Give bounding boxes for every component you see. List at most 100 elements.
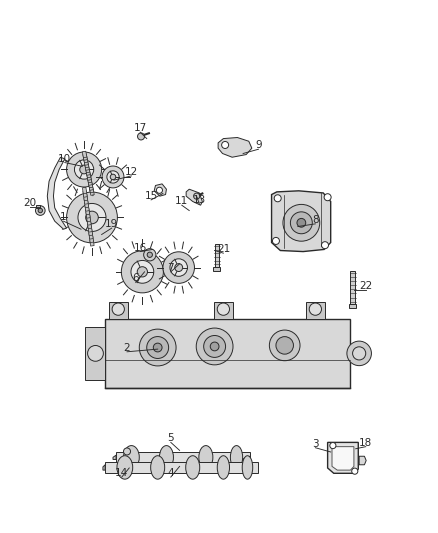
Circle shape	[269, 330, 300, 361]
Polygon shape	[328, 442, 358, 473]
Text: 18: 18	[359, 438, 372, 448]
Circle shape	[147, 252, 152, 257]
Text: 17: 17	[134, 123, 147, 133]
Text: 13: 13	[193, 195, 206, 205]
Circle shape	[38, 208, 42, 213]
Circle shape	[290, 212, 312, 234]
Polygon shape	[86, 212, 90, 218]
Text: 4: 4	[167, 468, 174, 478]
Text: 16: 16	[134, 243, 147, 253]
Circle shape	[347, 341, 371, 366]
Polygon shape	[154, 184, 166, 196]
Polygon shape	[186, 189, 202, 205]
Text: 10: 10	[58, 154, 71, 164]
Polygon shape	[243, 456, 250, 461]
Polygon shape	[213, 266, 220, 271]
Circle shape	[330, 442, 336, 449]
Polygon shape	[88, 225, 92, 232]
Circle shape	[112, 303, 124, 316]
Text: 3: 3	[312, 439, 319, 449]
Text: 19: 19	[105, 219, 118, 229]
Circle shape	[80, 165, 88, 174]
Polygon shape	[87, 222, 92, 229]
Text: 7: 7	[167, 263, 174, 273]
Polygon shape	[89, 184, 93, 190]
Polygon shape	[350, 271, 355, 304]
Text: 12: 12	[125, 167, 138, 177]
Polygon shape	[116, 452, 250, 463]
Circle shape	[170, 259, 187, 276]
Polygon shape	[85, 166, 90, 173]
Text: 14: 14	[115, 468, 128, 478]
Text: 15: 15	[145, 191, 158, 201]
Polygon shape	[90, 189, 94, 195]
Polygon shape	[332, 447, 354, 470]
Circle shape	[276, 337, 293, 354]
Circle shape	[309, 303, 321, 316]
Polygon shape	[105, 319, 350, 388]
Circle shape	[153, 343, 162, 352]
Polygon shape	[84, 198, 88, 204]
Circle shape	[324, 193, 331, 201]
Ellipse shape	[159, 446, 173, 469]
Ellipse shape	[230, 446, 243, 469]
Circle shape	[194, 193, 200, 199]
Polygon shape	[83, 154, 87, 160]
Circle shape	[35, 206, 45, 215]
Circle shape	[204, 335, 226, 358]
Polygon shape	[87, 219, 91, 225]
Circle shape	[175, 264, 183, 271]
Polygon shape	[84, 159, 88, 165]
Polygon shape	[82, 151, 87, 158]
Polygon shape	[88, 179, 92, 185]
Circle shape	[283, 204, 320, 241]
Polygon shape	[86, 171, 91, 178]
Polygon shape	[85, 164, 89, 170]
Text: 5: 5	[167, 433, 174, 443]
Circle shape	[78, 204, 106, 231]
Circle shape	[86, 211, 98, 224]
Polygon shape	[89, 236, 94, 243]
Circle shape	[210, 342, 219, 351]
Text: 11: 11	[175, 196, 188, 206]
Polygon shape	[89, 186, 94, 193]
Polygon shape	[86, 215, 91, 222]
Polygon shape	[88, 181, 93, 188]
Polygon shape	[306, 302, 325, 319]
Polygon shape	[83, 191, 87, 197]
Circle shape	[67, 192, 117, 243]
Circle shape	[138, 133, 145, 140]
Polygon shape	[84, 161, 89, 168]
Circle shape	[147, 336, 169, 359]
Circle shape	[297, 219, 306, 227]
Circle shape	[352, 468, 358, 474]
Polygon shape	[109, 302, 128, 319]
Polygon shape	[103, 465, 105, 470]
Polygon shape	[85, 201, 89, 208]
Circle shape	[163, 252, 194, 284]
Polygon shape	[86, 169, 90, 175]
Circle shape	[107, 171, 119, 183]
Text: 6: 6	[132, 273, 139, 284]
Polygon shape	[85, 327, 105, 380]
Circle shape	[353, 347, 366, 360]
Polygon shape	[215, 244, 219, 266]
Ellipse shape	[199, 446, 213, 469]
Polygon shape	[47, 157, 67, 229]
Circle shape	[102, 166, 124, 188]
Circle shape	[272, 237, 279, 245]
Text: 1: 1	[60, 212, 67, 222]
Polygon shape	[88, 229, 93, 236]
Polygon shape	[85, 208, 90, 215]
Polygon shape	[218, 138, 252, 157]
Polygon shape	[82, 187, 87, 193]
Polygon shape	[85, 205, 89, 211]
Polygon shape	[83, 194, 88, 201]
Ellipse shape	[124, 446, 139, 469]
Polygon shape	[89, 233, 93, 239]
Circle shape	[110, 174, 116, 180]
Text: 22: 22	[359, 281, 372, 292]
Ellipse shape	[186, 456, 200, 479]
Polygon shape	[87, 176, 92, 183]
Circle shape	[121, 251, 163, 293]
